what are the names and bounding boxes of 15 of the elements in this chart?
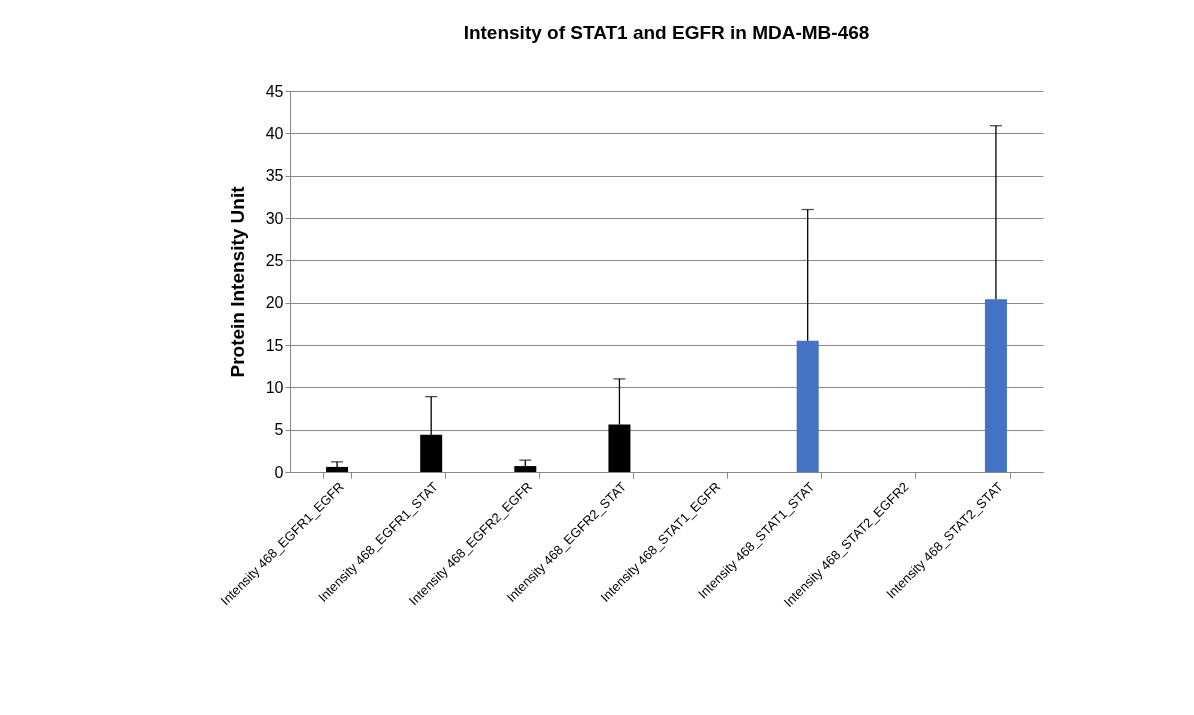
y-tick-label: 15 bbox=[265, 336, 284, 354]
chart-title: Intensity of STAT1 and EGFR in MDA-MB-468 bbox=[463, 22, 870, 43]
y-tick-label: 20 bbox=[265, 294, 284, 312]
y-tick-label: 40 bbox=[265, 124, 284, 142]
y-tick-label: 0 bbox=[274, 463, 284, 481]
bar bbox=[796, 340, 819, 472]
y-tick-label: 5 bbox=[274, 421, 284, 439]
y-tick-label: 35 bbox=[265, 167, 284, 185]
bar bbox=[326, 466, 349, 472]
bar bbox=[984, 299, 1007, 472]
y-axis-title: Protein Intensity Unit bbox=[226, 185, 248, 378]
y-tick-label: 30 bbox=[265, 209, 284, 227]
y-tick-label: 10 bbox=[265, 378, 284, 396]
y-tick-label: 25 bbox=[265, 251, 284, 269]
y-tick-label: 45 bbox=[265, 82, 284, 100]
